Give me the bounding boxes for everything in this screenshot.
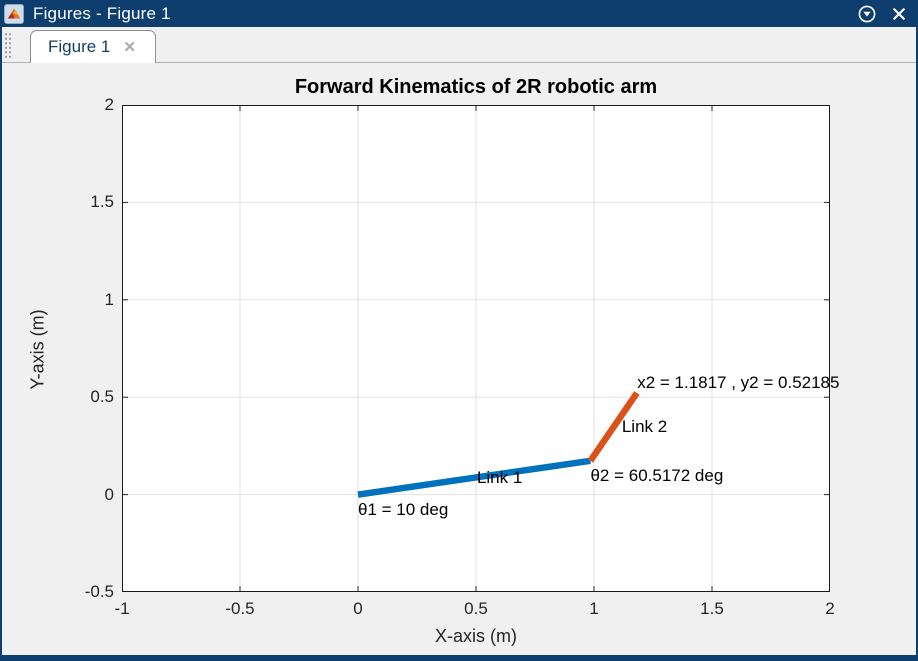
tab-drag-handle[interactable] xyxy=(4,32,12,58)
arm-link-2 xyxy=(587,391,640,463)
y-tick-label: 2 xyxy=(104,95,114,114)
plot-axes: θ1 = 10 deg Link 1 θ2 = 60.5172 deg Link 2 x… xyxy=(122,105,839,592)
window-border-right xyxy=(916,27,918,661)
y-tick-label: 0.5 xyxy=(90,387,114,407)
plot-annotation: Link 1 xyxy=(476,468,523,488)
x-tick-label: 1 xyxy=(589,599,599,618)
plot-title: Forward Kinematics of 2R robotic arm xyxy=(294,76,658,98)
plot-annotation: x2 = 1.1817 , y2 = 0.52185 xyxy=(637,372,840,392)
matlab-logo-icon xyxy=(4,3,24,24)
plot-annotation: θ1 = 10 deg xyxy=(358,500,449,520)
y-tick-label: 1.5 xyxy=(90,192,114,212)
tab-bar: Figure 1 ✕ xyxy=(2,27,916,63)
plot-annotation: Link 2 xyxy=(621,417,668,437)
y-tick-label: 1 xyxy=(104,289,114,309)
x-axis-label: X-axis (m) xyxy=(435,626,517,646)
y-axis-label: Y-axis (m) xyxy=(27,309,48,390)
x-tick-label: -1 xyxy=(114,599,130,618)
dock-menu-button[interactable] xyxy=(856,3,878,25)
plot-annotation: θ2 = 60.5172 deg xyxy=(590,466,724,486)
tab-figure-1[interactable]: Figure 1 ✕ xyxy=(30,30,156,63)
arm-link-1 xyxy=(357,457,591,498)
window-close-button[interactable] xyxy=(888,3,910,25)
x-tick-label: 2 xyxy=(825,599,835,618)
x-tick-label: 0 xyxy=(353,599,363,618)
circled-chevron-down-icon xyxy=(858,5,876,22)
window-border-bottom xyxy=(0,655,918,661)
x-tick-label: -0.5 xyxy=(225,599,255,618)
window-border-left xyxy=(0,27,2,661)
close-icon xyxy=(893,7,905,20)
x-tick-label: 1.5 xyxy=(700,599,724,618)
axes-box xyxy=(122,105,830,592)
window-title: Figures - Figure 1 xyxy=(33,3,171,23)
robot-arm-plot xyxy=(122,105,830,592)
y-tick-label: 0 xyxy=(104,484,114,504)
y-tick-label: -0.5 xyxy=(84,582,114,601)
x-tick-label: 0.5 xyxy=(464,599,488,618)
tab-close-icon[interactable]: ✕ xyxy=(123,39,136,56)
tab-label: Figure 1 xyxy=(48,37,111,56)
title-bar: Figures - Figure 1 xyxy=(0,0,918,27)
